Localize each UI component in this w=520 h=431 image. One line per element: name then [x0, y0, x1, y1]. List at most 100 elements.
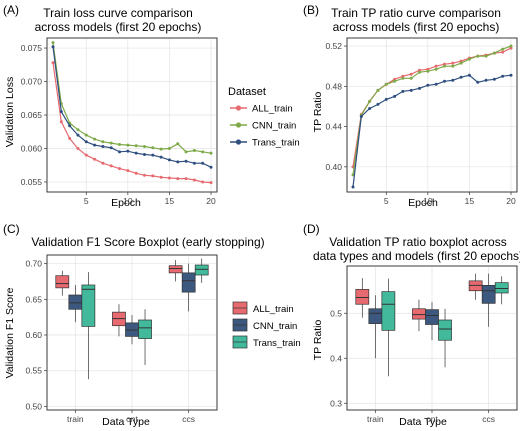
data-point-cnn-train: [209, 151, 213, 155]
box-iqr: [412, 308, 426, 320]
legend-item-trans-train: Trans_train: [230, 138, 300, 149]
y-tick-label: 0.065: [21, 110, 43, 120]
data-point-trans-train: [492, 77, 496, 81]
boxplot-trans-train-ccs: [194, 258, 209, 283]
data-point-all-train: [109, 164, 113, 168]
legend-item-all-train: ALL_train: [232, 301, 294, 315]
data-point-trans-train: [376, 102, 380, 106]
legend-label-trans-train: Trans_train: [252, 138, 300, 149]
data-point-cnn-train: [484, 54, 488, 58]
data-point-trans-train: [384, 97, 388, 101]
data-point-cnn-train: [176, 142, 180, 146]
y-tick-label: 0.4: [330, 353, 342, 363]
y-tick-label: 0.52: [325, 41, 342, 51]
boxplot-trans-train-ccs: [494, 276, 509, 305]
y-tick-label: 0.060: [21, 143, 43, 153]
box-iqr: [481, 285, 496, 304]
panel-a-x-axis-label: Epoch: [111, 197, 141, 209]
panel-b-y-axis-label: TP Ratio: [312, 92, 324, 133]
y-tick-label: 0.70: [25, 259, 42, 269]
box-iqr: [438, 319, 452, 341]
boxplot-all-train-train: [55, 270, 70, 296]
boxplot-cnn-train-ccs: [181, 263, 196, 312]
y-tick-label: 0.44: [325, 122, 342, 132]
data-point-all-train: [176, 177, 180, 181]
data-point-cnn-train: [93, 137, 97, 141]
data-point-trans-train: [134, 151, 138, 155]
data-point-trans-train: [368, 106, 372, 110]
data-point-trans-train: [509, 73, 513, 77]
panel-a-title-line-2: across models (first 20 epochs): [35, 20, 202, 34]
data-point-cnn-train: [442, 64, 446, 68]
data-point-trans-train: [501, 74, 505, 78]
boxplot-cnn-train-train: [368, 295, 383, 359]
data-point-trans-train: [184, 159, 188, 163]
data-point-trans-train: [159, 155, 163, 159]
panel-b-title-line-1: Train TP ratio curve comparison: [331, 6, 501, 20]
data-point-all-train: [68, 136, 72, 140]
data-point-trans-train: [401, 89, 405, 93]
boxplot-trans-train-train: [381, 278, 396, 377]
box-iqr: [425, 309, 439, 325]
data-point-trans-train: [84, 140, 88, 144]
panel-c-x-axis-label: Data Type: [102, 416, 150, 428]
y-tick-label: 0.075: [21, 43, 43, 53]
panel-c-title: Validation F1 Score Boxplot (early stopp…: [31, 235, 264, 249]
data-point-trans-train: [93, 143, 97, 147]
plot-border: [346, 37, 518, 193]
data-point-all-train: [501, 50, 505, 54]
data-point-cnn-train: [418, 70, 422, 74]
x-tick-label: 20: [206, 196, 216, 206]
panel-d-title-line-1: Validation TP ratio boxplot across: [329, 235, 506, 249]
data-point-trans-train: [451, 78, 455, 82]
boxplot-cnn-train-ccs: [481, 273, 496, 327]
boxplot-all-train-ont: [412, 299, 426, 332]
y-tick-label: 0.3: [330, 398, 342, 408]
data-point-trans-train: [151, 153, 155, 157]
box-iqr: [494, 282, 509, 294]
y-tick-label: 0.070: [21, 77, 43, 87]
panel-c-f1-boxplot: (C) Validation F1 Score Boxplot (early s…: [3, 222, 265, 428]
data-point-cnn-train: [142, 144, 146, 148]
data-point-trans-train: [192, 161, 196, 165]
y-tick-label: 0.65: [25, 294, 42, 304]
data-point-all-train: [192, 178, 196, 182]
data-point-trans-train: [176, 160, 180, 164]
data-point-cnn-train: [476, 54, 480, 58]
data-point-cnn-train: [393, 79, 397, 83]
data-point-all-train: [76, 146, 80, 150]
boxplot-trans-train-ont: [138, 309, 152, 365]
x-tick-label: ont: [126, 414, 138, 424]
boxplot-trans-train-train: [81, 272, 96, 380]
legend-label-trans-train-box: Trans_train: [253, 338, 301, 349]
data-point-cnn-train: [434, 67, 438, 71]
box-iqr: [381, 291, 396, 331]
boxplot-trans-train-ont: [438, 308, 452, 368]
data-point-all-train: [101, 161, 105, 165]
x-tick-label: ont: [426, 414, 438, 424]
data-point-trans-train: [467, 73, 471, 77]
data-point-all-train: [167, 176, 171, 180]
boxplot-all-train-ont: [112, 304, 126, 337]
panel-a-y-axis-label: Validation Loss: [4, 77, 16, 147]
data-point-trans-train: [142, 153, 146, 157]
data-point-cnn-train: [118, 142, 122, 146]
boxplot-all-train-ccs: [168, 260, 183, 282]
data-point-trans-train: [167, 158, 171, 162]
legend-label-cnn-train-box: CNN_train: [253, 321, 297, 332]
data-point-cnn-train: [134, 144, 138, 148]
x-tick-label: train: [367, 414, 384, 424]
data-point-cnn-train: [409, 76, 413, 80]
data-point-cnn-train: [51, 41, 55, 45]
data-point-trans-train: [209, 165, 213, 169]
legend-item-cnn-train: CNN_train: [230, 121, 296, 132]
data-point-trans-train: [484, 78, 488, 82]
y-tick-label: 0.50: [25, 401, 42, 411]
data-point-all-train: [84, 153, 88, 157]
data-point-all-train: [93, 157, 97, 161]
y-tick-label: 0.40: [325, 162, 342, 172]
x-tick-label: 15: [465, 196, 475, 206]
data-point-all-train: [434, 64, 438, 68]
data-point-trans-train: [434, 82, 438, 86]
legend-dataset: Dataset ALL_train CNN_train Trans_train: [228, 86, 300, 149]
